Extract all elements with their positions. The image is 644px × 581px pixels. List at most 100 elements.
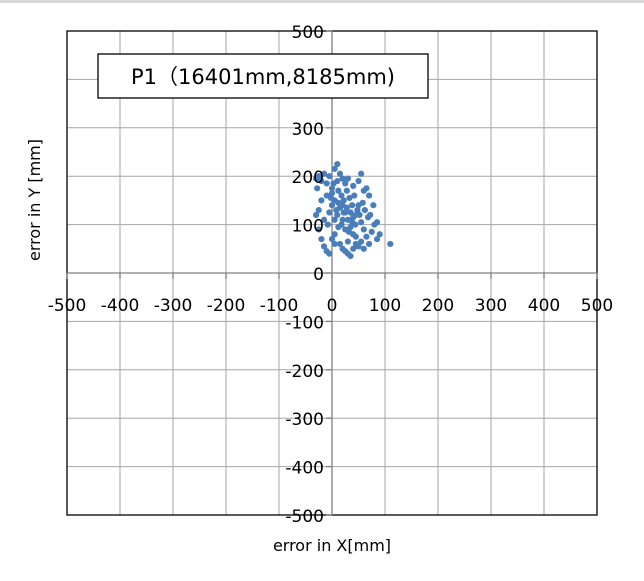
data-point: [351, 192, 358, 199]
data-point: [350, 214, 357, 221]
data-point: [360, 226, 367, 233]
data-point: [363, 233, 370, 240]
chart-title: P1（16401mm,8185mm): [131, 65, 395, 89]
data-point: [323, 180, 330, 187]
data-point: [331, 231, 338, 238]
data-point: [328, 185, 336, 192]
data-point: [347, 209, 354, 216]
data-point: [368, 228, 375, 235]
data-point: [355, 177, 362, 185]
data-point: [363, 185, 370, 192]
data-point: [359, 199, 366, 206]
data-point: [367, 211, 374, 219]
x-tick-label: 0: [327, 296, 338, 316]
y-tick-label: 500: [292, 23, 324, 43]
x-tick-label: 300: [475, 296, 507, 316]
data-point: [387, 240, 394, 248]
data-point: [338, 221, 345, 228]
data-point: [324, 221, 331, 228]
y-tick-label: -500: [285, 507, 324, 527]
data-point: [313, 211, 320, 219]
data-point: [345, 228, 353, 235]
data-point: [343, 204, 350, 211]
x-tick-label: -500: [48, 296, 87, 316]
data-point: [334, 161, 341, 168]
x-tick-label: 400: [528, 296, 560, 316]
data-point: [318, 177, 325, 185]
data-point: [354, 206, 361, 214]
data-point: [349, 202, 356, 209]
data-points: [313, 161, 394, 260]
data-point: [339, 216, 346, 223]
data-point: [326, 209, 333, 216]
data-point: [352, 233, 359, 240]
data-point: [327, 194, 335, 202]
data-point: [343, 187, 350, 194]
y-tick-label: -100: [285, 313, 324, 333]
y-tick-label: 300: [292, 120, 324, 140]
data-point: [361, 206, 368, 214]
y-tick-label: 100: [292, 217, 324, 237]
data-point: [373, 219, 381, 226]
data-point: [340, 209, 347, 216]
x-tick-label: -200: [207, 296, 246, 316]
axes: [66, 30, 598, 516]
data-point: [328, 236, 336, 243]
data-point: [315, 173, 322, 180]
data-point: [315, 206, 322, 214]
data-point: [358, 170, 365, 177]
data-point: [366, 240, 373, 248]
data-point: [320, 243, 328, 250]
x-tick-label: -300: [154, 296, 193, 316]
data-point: [334, 211, 341, 219]
x-tick-label: -400: [101, 296, 140, 316]
y-axis-label: error in Y [mm]: [25, 139, 44, 261]
data-point: [342, 180, 349, 187]
data-point: [326, 250, 333, 257]
top-border: [0, 0, 644, 3]
x-axis-label: error in X[mm]: [273, 536, 391, 555]
data-point: [318, 236, 325, 243]
data-point: [360, 245, 367, 252]
y-tick-label: 200: [292, 168, 324, 188]
data-point: [350, 245, 357, 252]
data-point: [328, 202, 336, 209]
data-point: [373, 236, 381, 243]
data-point: [344, 238, 351, 245]
data-point: [335, 187, 342, 194]
data-point: [339, 175, 346, 182]
x-tick-label: -100: [260, 296, 299, 316]
data-point: [326, 173, 333, 180]
data-point: [330, 180, 337, 187]
title-box: [97, 53, 429, 99]
data-point: [338, 192, 345, 199]
data-point: [344, 175, 351, 182]
data-point: [366, 192, 373, 199]
data-point: [350, 182, 357, 189]
data-point: [331, 165, 338, 173]
data-point: [347, 252, 354, 260]
data-point: [315, 226, 322, 233]
y-tick-label: -200: [285, 362, 324, 382]
data-point: [356, 211, 363, 219]
data-point: [340, 197, 347, 204]
data-point: [336, 170, 344, 177]
data-point: [335, 199, 342, 206]
data-point: [358, 219, 365, 226]
x-tick-label: 200: [422, 296, 454, 316]
data-point: [320, 216, 328, 223]
data-point: [358, 238, 365, 245]
data-point: [376, 231, 383, 238]
data-point: [347, 223, 354, 231]
y-tick-labels: 500 300 200 100 0 -100 -200 -300 -400 -500: [285, 23, 324, 527]
y-tick-label: 0: [313, 265, 324, 285]
x-tick-label: 100: [369, 296, 401, 316]
data-point: [320, 170, 328, 177]
y-tick-label: -300: [285, 410, 324, 430]
data-point: [352, 221, 359, 228]
data-point: [346, 194, 353, 202]
data-point: [370, 202, 377, 209]
data-point: [331, 216, 338, 223]
